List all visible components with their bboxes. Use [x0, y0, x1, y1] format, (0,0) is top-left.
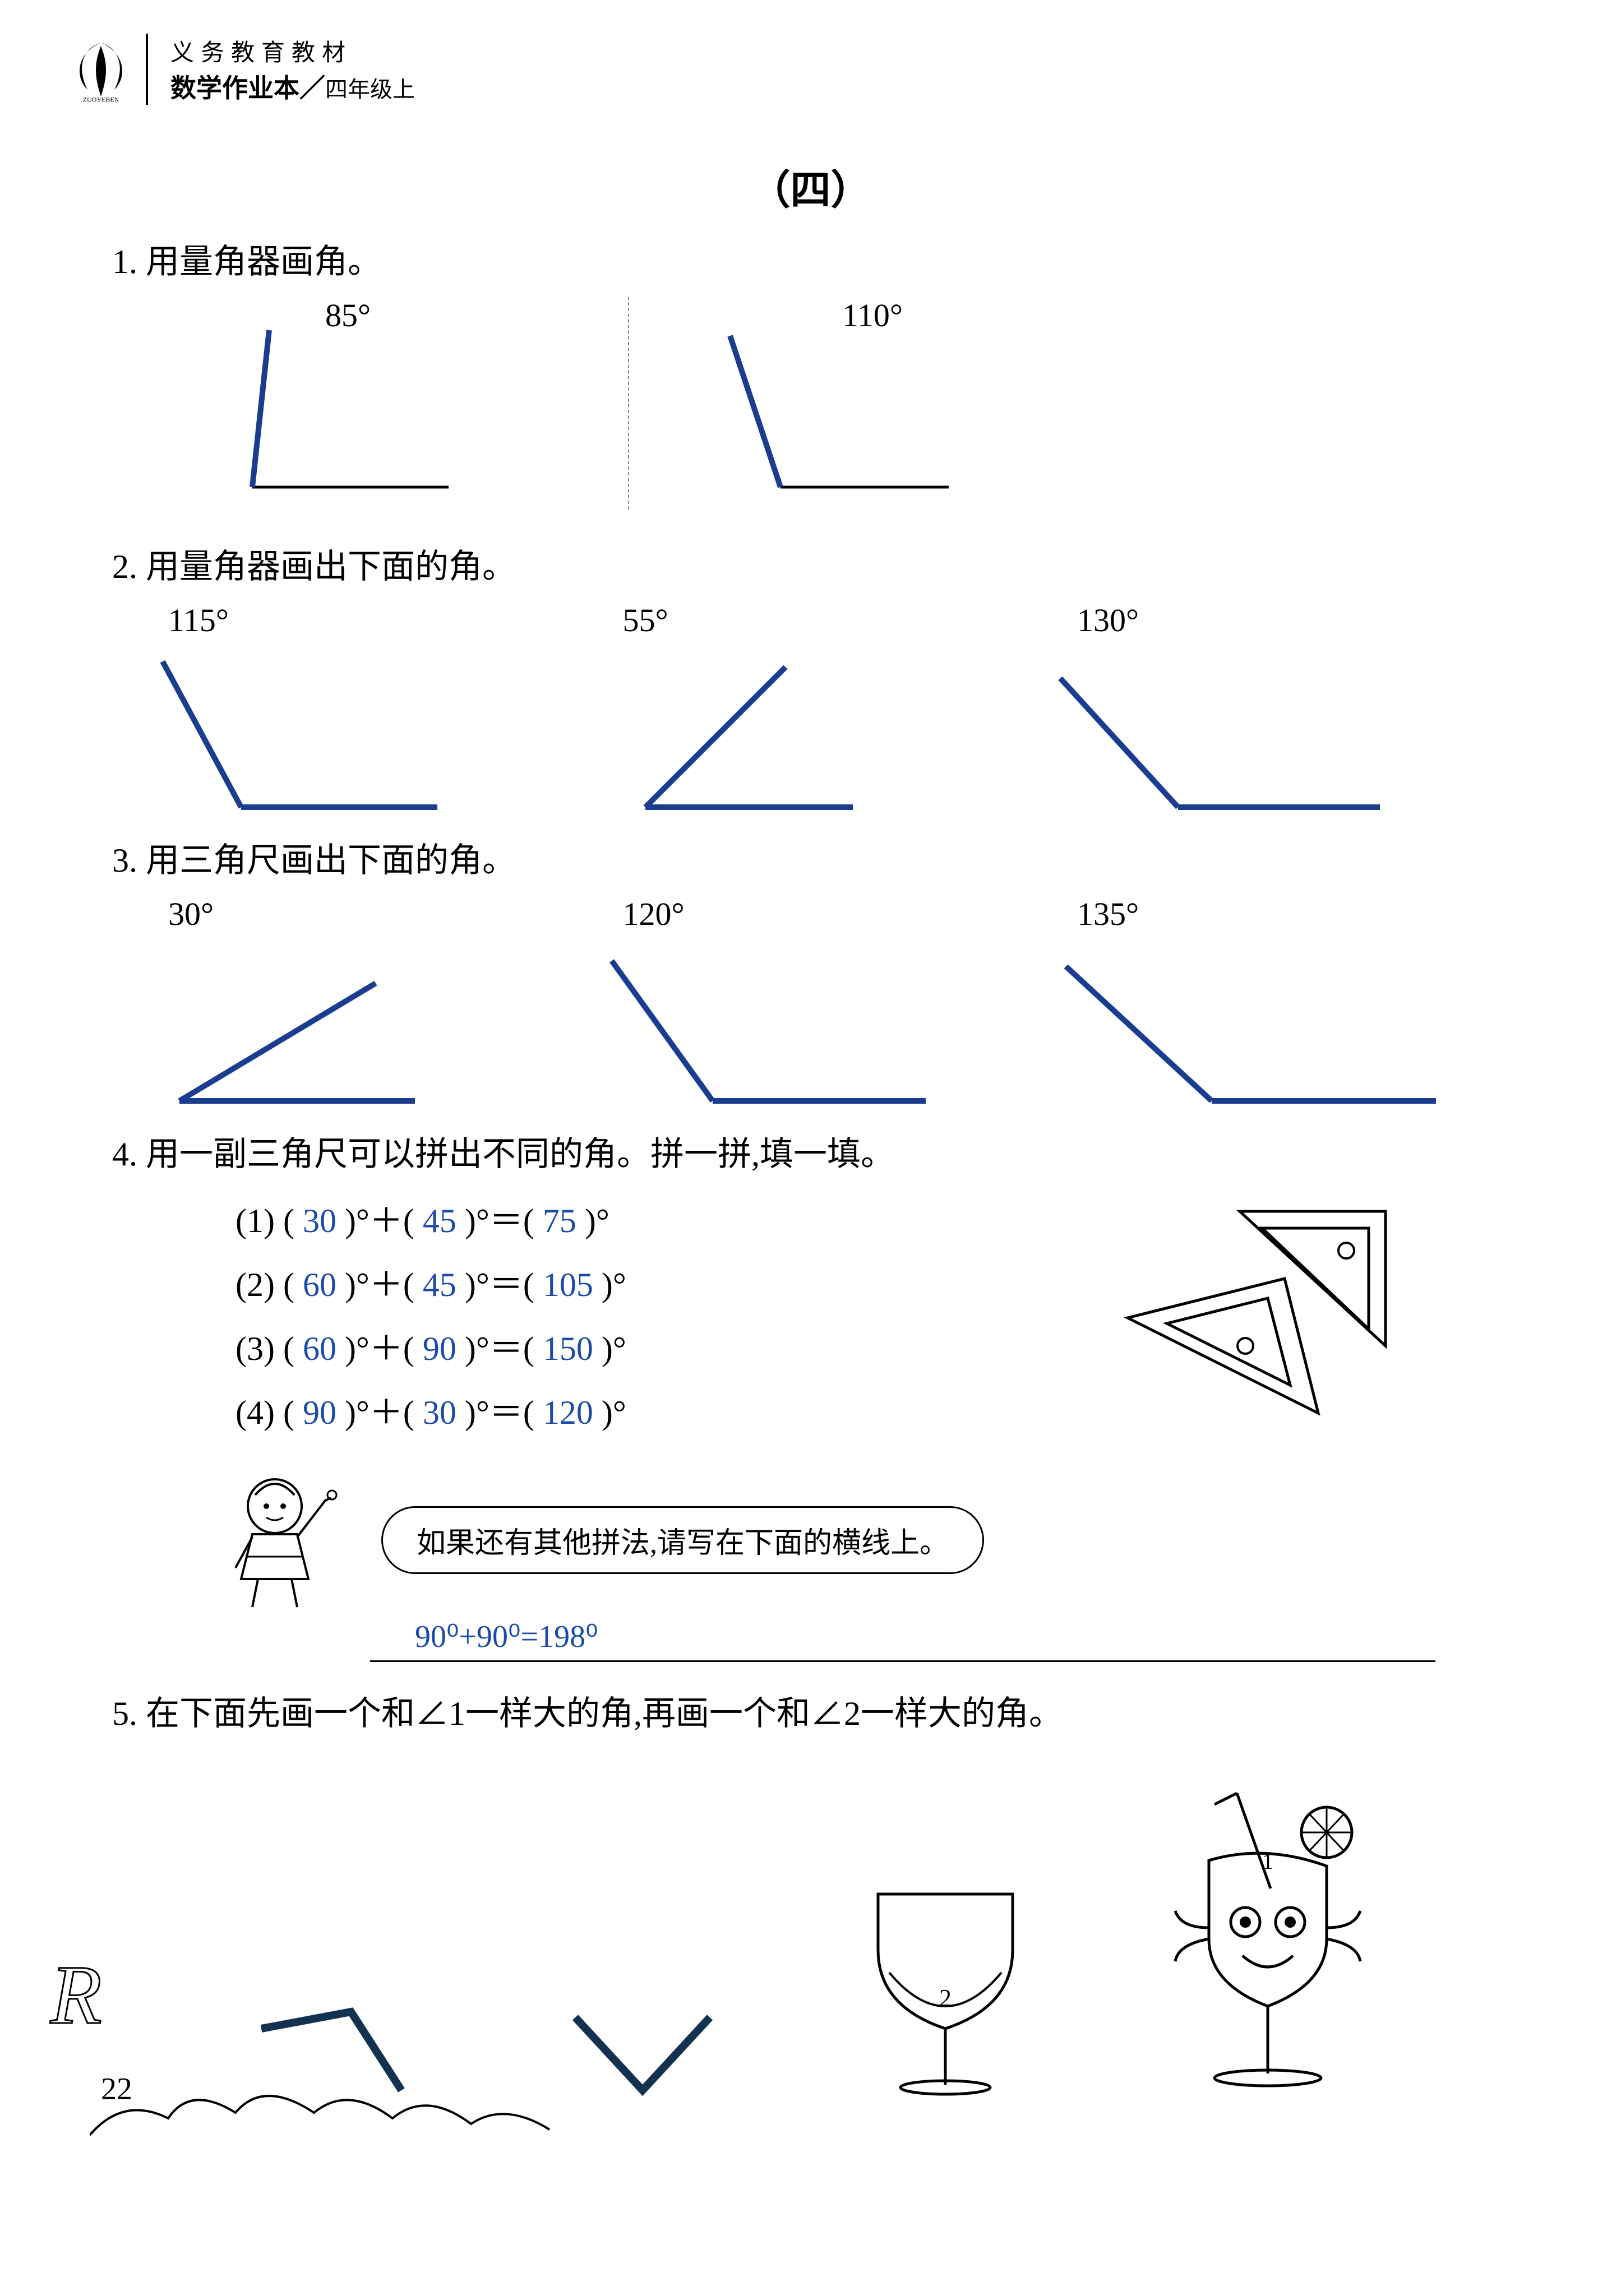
angle-figure-icon	[601, 933, 937, 1112]
question-2: 2. 用量角器画出下面的角。	[112, 543, 1509, 590]
angle-figure-icon	[601, 639, 937, 818]
q4-text: 用一副三角尺可以拼出不同的角。拼一拼,填一填。	[146, 1136, 894, 1173]
angle-figure-icon	[146, 639, 482, 818]
q3-a3-label: 135°	[1077, 895, 1475, 933]
question-5: 5. 在下面先画一个和∠1一样大的角,再画一个和∠2一样大的角。	[112, 1690, 1509, 1737]
q3-a1-label: 30°	[168, 895, 566, 933]
q3-angle-3: 135°	[1055, 895, 1475, 1108]
q5-figures: 2 1	[112, 1782, 1509, 2096]
q3-a2-label: 120°	[623, 895, 1021, 933]
header-line1: 义务教育教材	[170, 34, 415, 68]
q1-number: 1.	[112, 243, 137, 280]
q4-bubble-row: 如果还有其他拼法,请写在下面的横线上。	[213, 1467, 1509, 1613]
svg-text:ZUOYEBEN: ZUOYEBEN	[83, 95, 119, 103]
q3-row: 30° 120° 135°	[146, 895, 1475, 1108]
section-title: （四）	[112, 157, 1509, 216]
dash-divider	[628, 297, 629, 510]
goblet-glass-icon: 2	[844, 1860, 1046, 2096]
angle-figure-icon	[146, 933, 482, 1112]
foot-r-logo-icon: R	[45, 1950, 123, 2051]
svg-text:R: R	[50, 1950, 102, 2042]
workbook-title: 数学作业本／	[170, 74, 325, 103]
grade-badge: 四年级上	[325, 71, 415, 104]
q1-angle-2: 110°	[696, 297, 1089, 521]
q2-a3-label: 130°	[1077, 601, 1475, 639]
q5-number: 5.	[112, 1695, 137, 1732]
q1-row: 85° 110°	[168, 297, 1509, 521]
q4-content: (1) ( 30 )°＋( 45 )°＝( 75 )° (2) ( 60 )°＋…	[112, 1189, 1509, 1662]
header-text: 义务教育教材 数学作业本／四年级上	[146, 34, 415, 105]
angle1-label: 1	[1262, 1849, 1273, 1874]
question-4: 4. 用一副三角尺可以拼出不同的角。拼一拼,填一填。	[112, 1131, 1509, 1178]
set-squares-icon	[1105, 1189, 1397, 1424]
angle-figure-icon	[1055, 933, 1447, 1112]
q2-angle-2: 55°	[601, 601, 1021, 814]
q2-a2-label: 55°	[623, 601, 1021, 639]
angle2-label: 2	[939, 1984, 952, 2012]
bubble-text: 如果还有其他拼法,请写在下面的横线上。	[417, 1527, 949, 1559]
kid-pointing-icon	[213, 1467, 359, 1613]
cloud-decoration-icon	[90, 2073, 594, 2141]
q3-angle-2: 120°	[601, 895, 1021, 1108]
q3-angle-1: 30°	[146, 895, 566, 1108]
question-1: 1. 用量角器画角。	[112, 238, 1509, 285]
q3-text: 用三角尺画出下面的角。	[146, 842, 516, 879]
q2-row: 115° 55° 130°	[146, 601, 1475, 814]
q2-number: 2.	[112, 548, 137, 585]
publisher-logo-icon: ZUOYEBEN	[67, 36, 135, 103]
workbook-page: ZUOYEBEN 义务教育教材 数学作业本／四年级上 （四） 1. 用量角器画角…	[0, 0, 1621, 2152]
q1-text: 用量角器画角。	[146, 243, 381, 280]
angle-figure-icon	[168, 297, 505, 510]
q2-text: 用量角器画出下面的角。	[146, 548, 516, 585]
q4-number: 4.	[112, 1136, 137, 1173]
q2-angle-1: 115°	[146, 601, 566, 814]
q5-text: 在下面先画一个和∠1一样大的角,再画一个和∠2一样大的角。	[146, 1695, 1063, 1732]
q1-angle-1: 85°	[168, 297, 561, 521]
q3-number: 3.	[112, 842, 137, 879]
header-line2: 数学作业本／四年级上	[170, 68, 415, 105]
q2-angle-3: 130°	[1055, 601, 1475, 814]
page-header: ZUOYEBEN 义务教育教材 数学作业本／四年级上	[67, 34, 415, 105]
q2-a1-label: 115°	[168, 601, 566, 639]
question-3: 3. 用三角尺画出下面的角。	[112, 837, 1509, 884]
angle-figure-icon	[1055, 639, 1391, 818]
cocktail-character-icon: 1	[1147, 1782, 1383, 2096]
speech-bubble: 如果还有其他拼法,请写在下面的横线上。	[381, 1506, 984, 1574]
angle-figure-icon	[696, 297, 1033, 510]
q4-extra-answer: 90⁰+90⁰=198⁰	[370, 1618, 1435, 1662]
